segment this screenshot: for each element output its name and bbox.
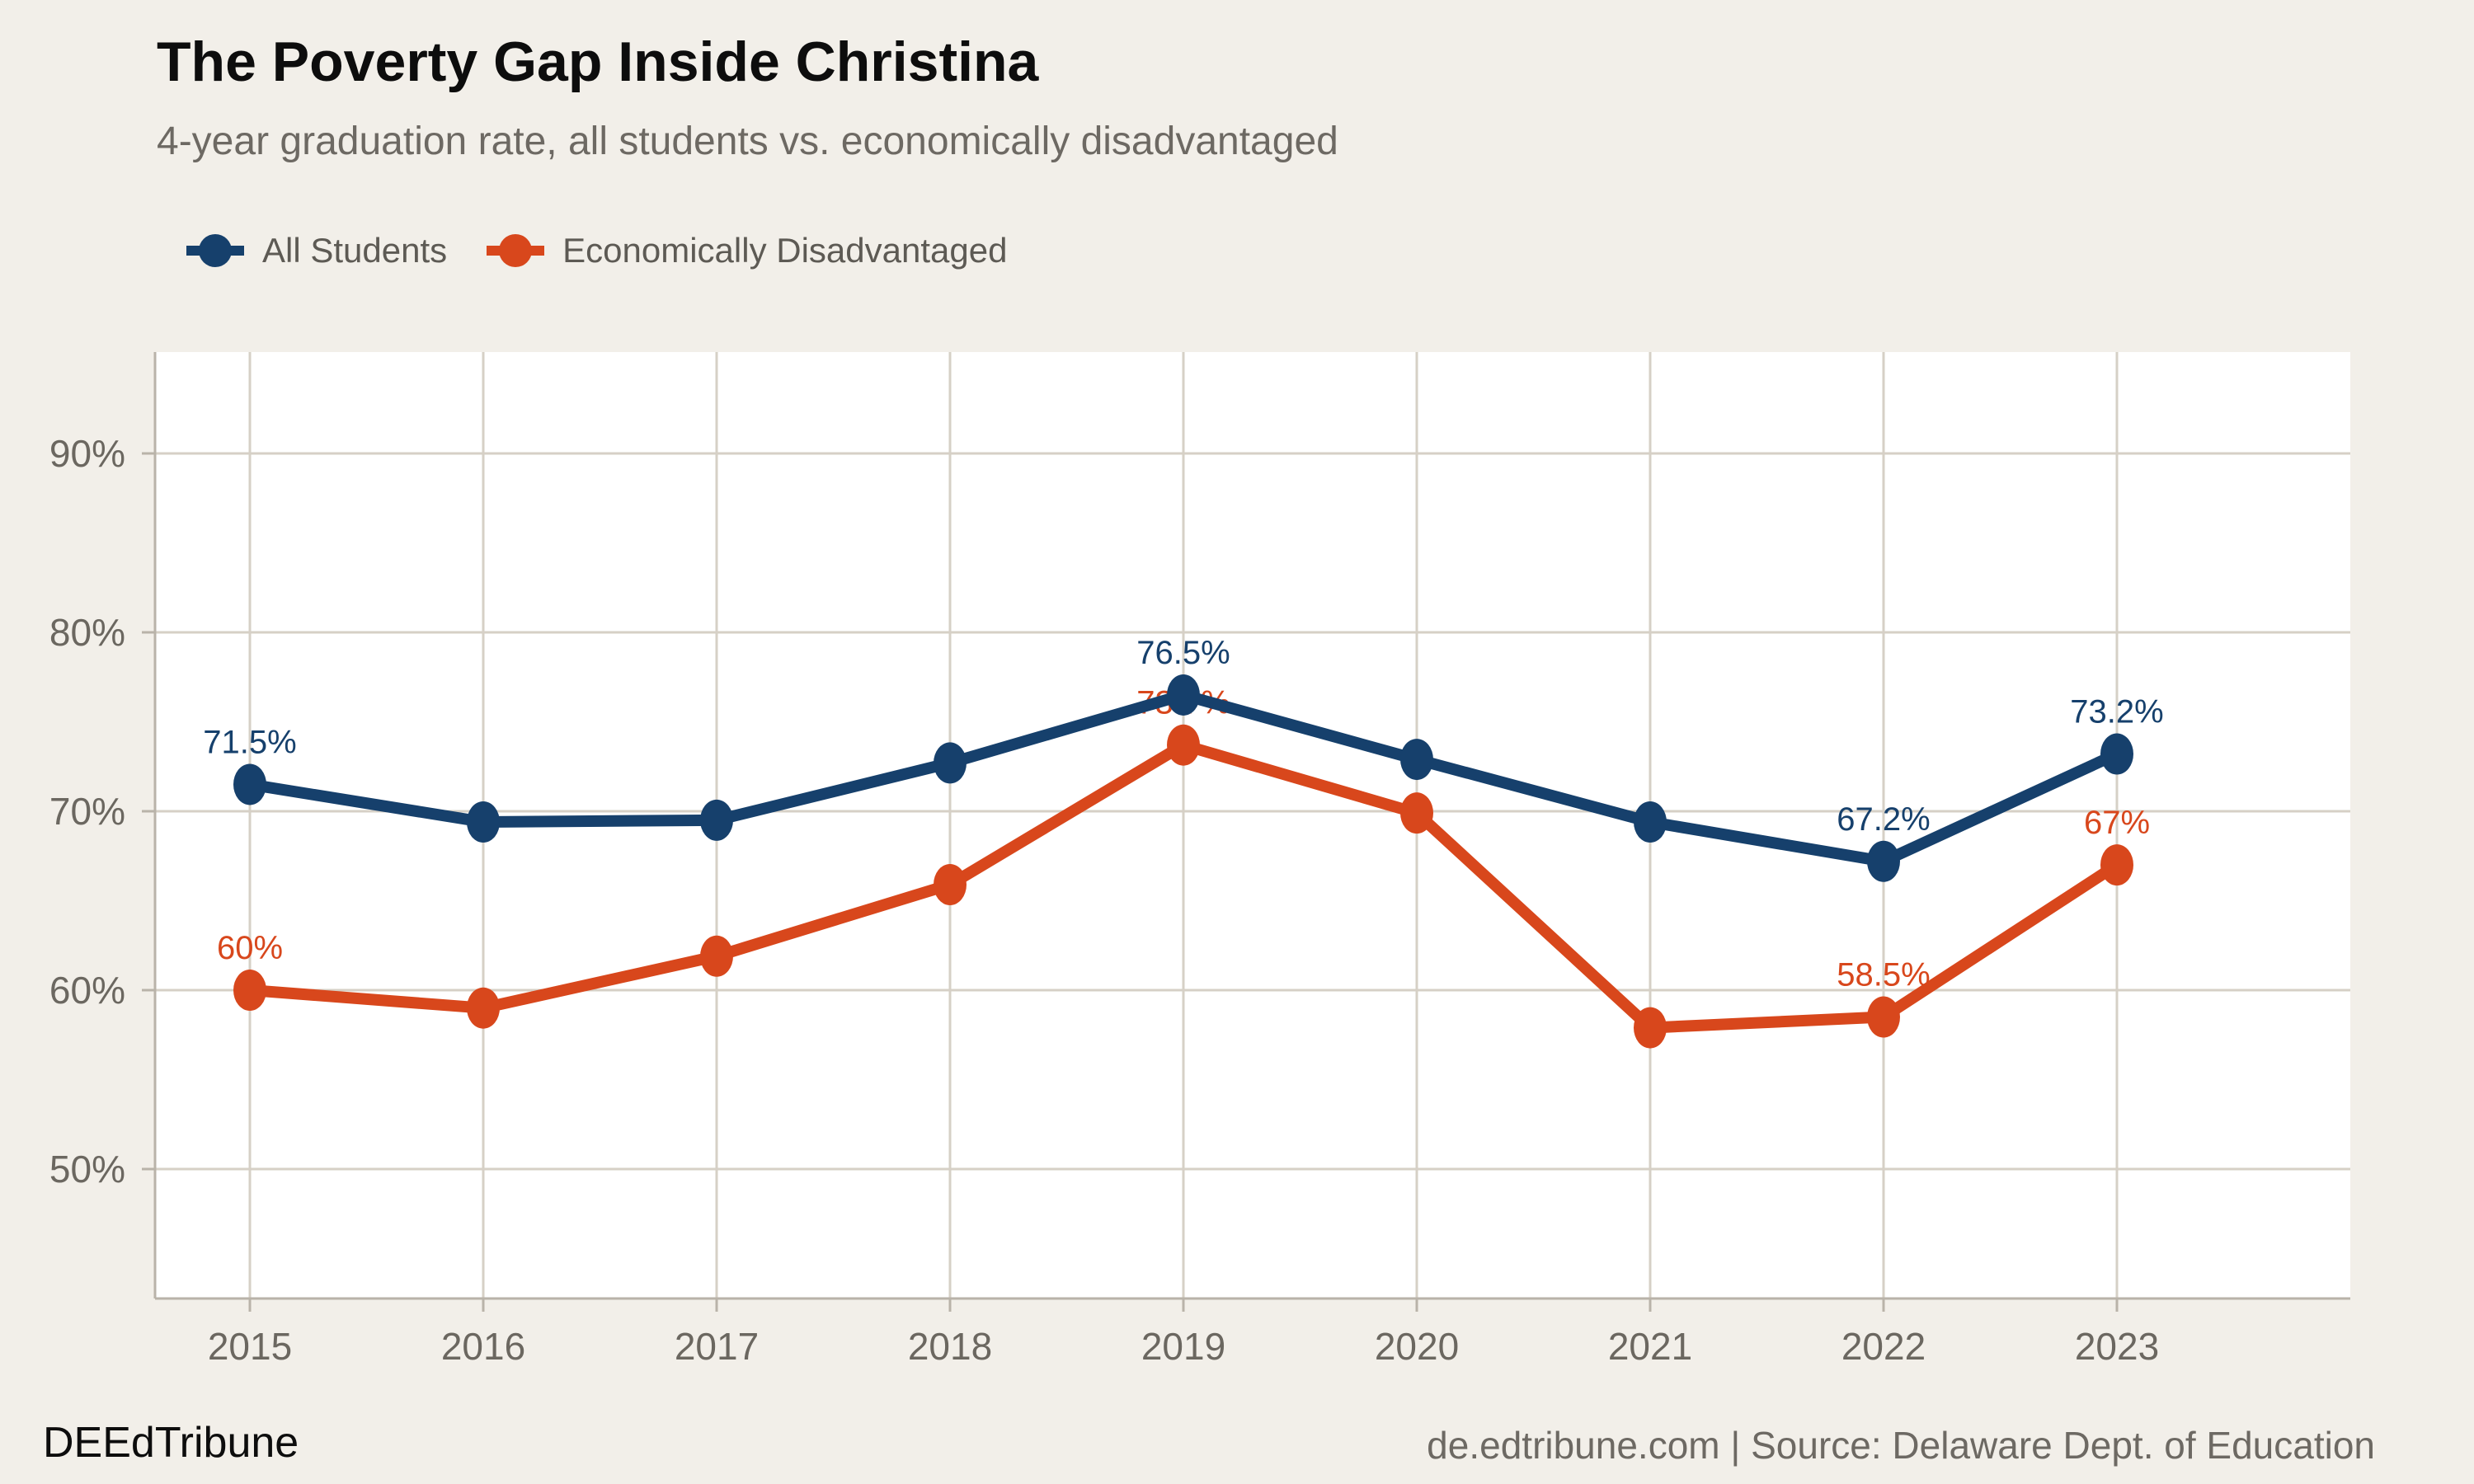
data-point xyxy=(1167,674,1200,716)
data-point xyxy=(233,970,266,1011)
data-point xyxy=(1867,996,1900,1038)
data-point xyxy=(2100,844,2133,886)
data-point xyxy=(1634,1007,1667,1049)
point-label: 73.2% xyxy=(2070,694,2163,730)
plot-area: 71.5%76.5%67.2%73.2%60%73.7%58.5%67% xyxy=(142,352,2350,1312)
x-tick-label: 2021 xyxy=(1607,1325,1693,1368)
x-tick-label: 2023 xyxy=(2074,1325,2160,1368)
legend-label: Economically Disadvantaged xyxy=(562,231,1008,270)
y-tick-label: 70% xyxy=(49,790,125,833)
line-chart: 71.5%76.5%67.2%73.2%60%73.7%58.5%67% xyxy=(142,352,2350,1312)
point-label: 58.5% xyxy=(1837,957,1930,993)
legend: All Students Economically Disadvantaged xyxy=(186,228,1007,274)
data-point xyxy=(700,799,733,841)
x-tick-label: 2020 xyxy=(1374,1325,1460,1368)
data-point xyxy=(934,863,967,905)
y-tick-label: 50% xyxy=(49,1148,125,1190)
y-tick-label: 60% xyxy=(49,969,125,1012)
chart-subtitle: 4-year graduation rate, all students vs.… xyxy=(157,120,1338,163)
x-tick-label: 2015 xyxy=(207,1325,293,1368)
data-point xyxy=(1400,739,1433,781)
y-tick-label: 80% xyxy=(49,611,125,654)
brand: DEEdTribune xyxy=(43,1419,299,1467)
legend-label: All Students xyxy=(262,231,448,270)
data-point xyxy=(934,742,967,784)
legend-marker-icon xyxy=(186,234,244,267)
data-point xyxy=(233,763,266,805)
point-label: 76.5% xyxy=(1136,635,1230,671)
point-label: 71.5% xyxy=(203,724,296,760)
data-point xyxy=(1867,840,1900,882)
data-point xyxy=(1634,801,1667,843)
legend-item: All Students xyxy=(186,228,447,274)
x-tick-label: 2017 xyxy=(674,1325,760,1368)
data-point xyxy=(467,987,500,1029)
x-tick-label: 2022 xyxy=(1841,1325,1926,1368)
point-label: 67.2% xyxy=(1837,801,1930,838)
legend-item: Economically Disadvantaged xyxy=(487,228,1007,274)
point-label: 60% xyxy=(217,930,283,966)
data-point xyxy=(1167,724,1200,766)
point-label: 67% xyxy=(2084,805,2150,841)
x-tick-label: 2016 xyxy=(440,1325,526,1368)
attribution: de.edtribune.com | Source: Delaware Dept… xyxy=(1427,1424,2375,1467)
chart-title: The Poverty Gap Inside Christina xyxy=(157,31,1039,93)
data-point xyxy=(700,935,733,977)
data-point xyxy=(467,801,500,843)
data-point xyxy=(1400,792,1433,834)
legend-marker-icon xyxy=(487,234,545,267)
x-tick-label: 2018 xyxy=(907,1325,993,1368)
y-tick-label: 90% xyxy=(49,432,125,475)
data-point xyxy=(2100,733,2133,775)
x-tick-label: 2019 xyxy=(1141,1325,1226,1368)
